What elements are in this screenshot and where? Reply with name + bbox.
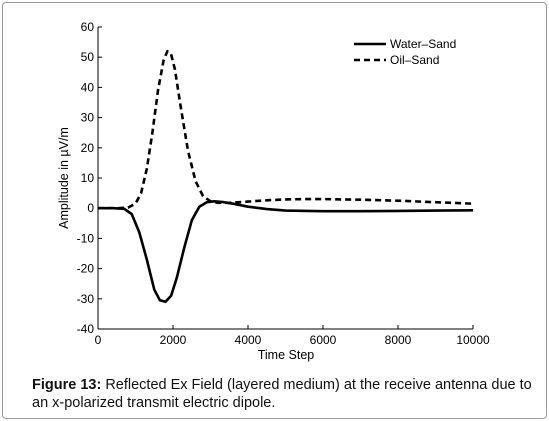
caption-label: Figure 13: — [32, 377, 102, 393]
legend-label: Oil–Sand — [390, 53, 439, 67]
y-tick-label: 30 — [81, 111, 95, 125]
x-axis-title: Time Step — [258, 348, 315, 362]
figure-caption: Figure 13: Reflected Ex Field (layered m… — [32, 376, 532, 412]
x-tick-label: 8000 — [385, 333, 412, 347]
series-layer — [98, 49, 474, 304]
line-chart: -40 -30 -20 -10 0 10 20 30 40 50 60 0 2000 4000 6000 80… — [57, 20, 490, 362]
y-tick-label: -20 — [77, 262, 95, 276]
legend: Water–Sand Oil–Sand — [354, 37, 456, 67]
y-tick-label: 20 — [81, 141, 95, 155]
y-tick-label: 40 — [81, 80, 95, 94]
legend-label: Water–Sand — [390, 37, 456, 51]
x-tick-label: 10000 — [456, 333, 490, 347]
y-tick-label: 50 — [81, 50, 95, 64]
y-tick-label: 0 — [87, 201, 94, 215]
caption-text: Reflected Ex Field (layered medium) at t… — [32, 377, 532, 411]
series-line-water-sand — [98, 200, 474, 304]
y-tick-label: 10 — [81, 171, 95, 185]
x-tick-label: 0 — [95, 333, 102, 347]
series-line-oil-sand — [98, 49, 474, 210]
x-tick-label: 4000 — [235, 333, 262, 347]
y-tick-label: -40 — [77, 322, 95, 336]
x-tick-label: 6000 — [310, 333, 337, 347]
x-tick-label: 2000 — [160, 333, 187, 347]
y-tick-label: 60 — [81, 20, 95, 34]
y-axis-title: Amplitude in µV/m — [57, 127, 71, 229]
y-tick-label: -10 — [77, 231, 95, 245]
axes: -40 -30 -20 -10 0 10 20 30 40 50 60 0 2000 4000 6000 80… — [77, 20, 490, 347]
y-tick-label: -30 — [77, 292, 95, 306]
